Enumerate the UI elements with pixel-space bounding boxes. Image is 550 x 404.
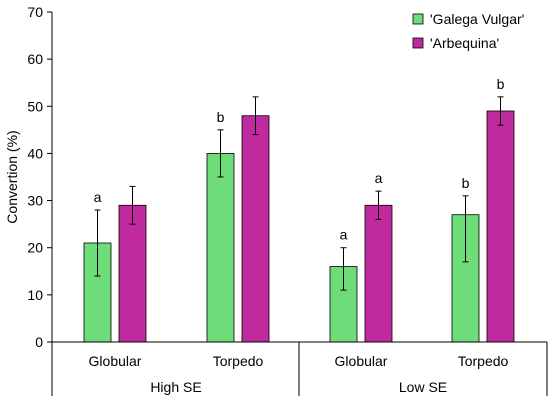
legend-swatch xyxy=(412,13,424,25)
x-labels-layer: Globular Torpedo Globular Torpedo High SE Low… xyxy=(51,342,548,396)
y-tick-label: 70 xyxy=(27,4,43,20)
bar xyxy=(118,204,147,343)
significance-label: a xyxy=(94,189,102,205)
bar xyxy=(486,110,515,343)
y-tick-label: 0 xyxy=(35,334,43,350)
significance-label: b xyxy=(497,76,505,92)
significance-label: a xyxy=(340,227,348,243)
y-tick-label: 50 xyxy=(27,98,43,114)
significance-label: a xyxy=(375,170,383,186)
bars-layer xyxy=(83,110,515,343)
category-label: Globular xyxy=(89,353,142,369)
y-ticks-layer: 0 10 20 30 40 50 60 70 xyxy=(27,4,52,350)
y-tick-label: 20 xyxy=(27,240,43,256)
y-tick-label: 30 xyxy=(27,193,43,209)
category-label: Torpedo xyxy=(458,353,509,369)
significance-labels-layer: a b a b a b xyxy=(94,76,505,243)
error-bars-layer xyxy=(94,96,504,291)
bar xyxy=(241,115,270,343)
category-label: Globular xyxy=(335,353,388,369)
bar xyxy=(364,204,393,343)
group-label: Low SE xyxy=(399,379,447,395)
y-axis-title: Convertion (%) xyxy=(4,130,20,223)
legend-label: 'Arbequina' xyxy=(430,35,499,51)
legend: 'Galega Vulgar' 'Arbequina' xyxy=(412,11,524,51)
y-tick-label: 40 xyxy=(27,145,43,161)
legend-swatch xyxy=(412,37,424,49)
y-tick-label: 60 xyxy=(27,51,43,67)
group-label: High SE xyxy=(150,379,201,395)
bar xyxy=(206,153,235,343)
significance-label: b xyxy=(217,109,225,125)
legend-label: 'Galega Vulgar' xyxy=(430,11,524,27)
y-tick-label: 10 xyxy=(27,287,43,303)
significance-label: b xyxy=(462,175,470,191)
category-label: Torpedo xyxy=(213,353,264,369)
